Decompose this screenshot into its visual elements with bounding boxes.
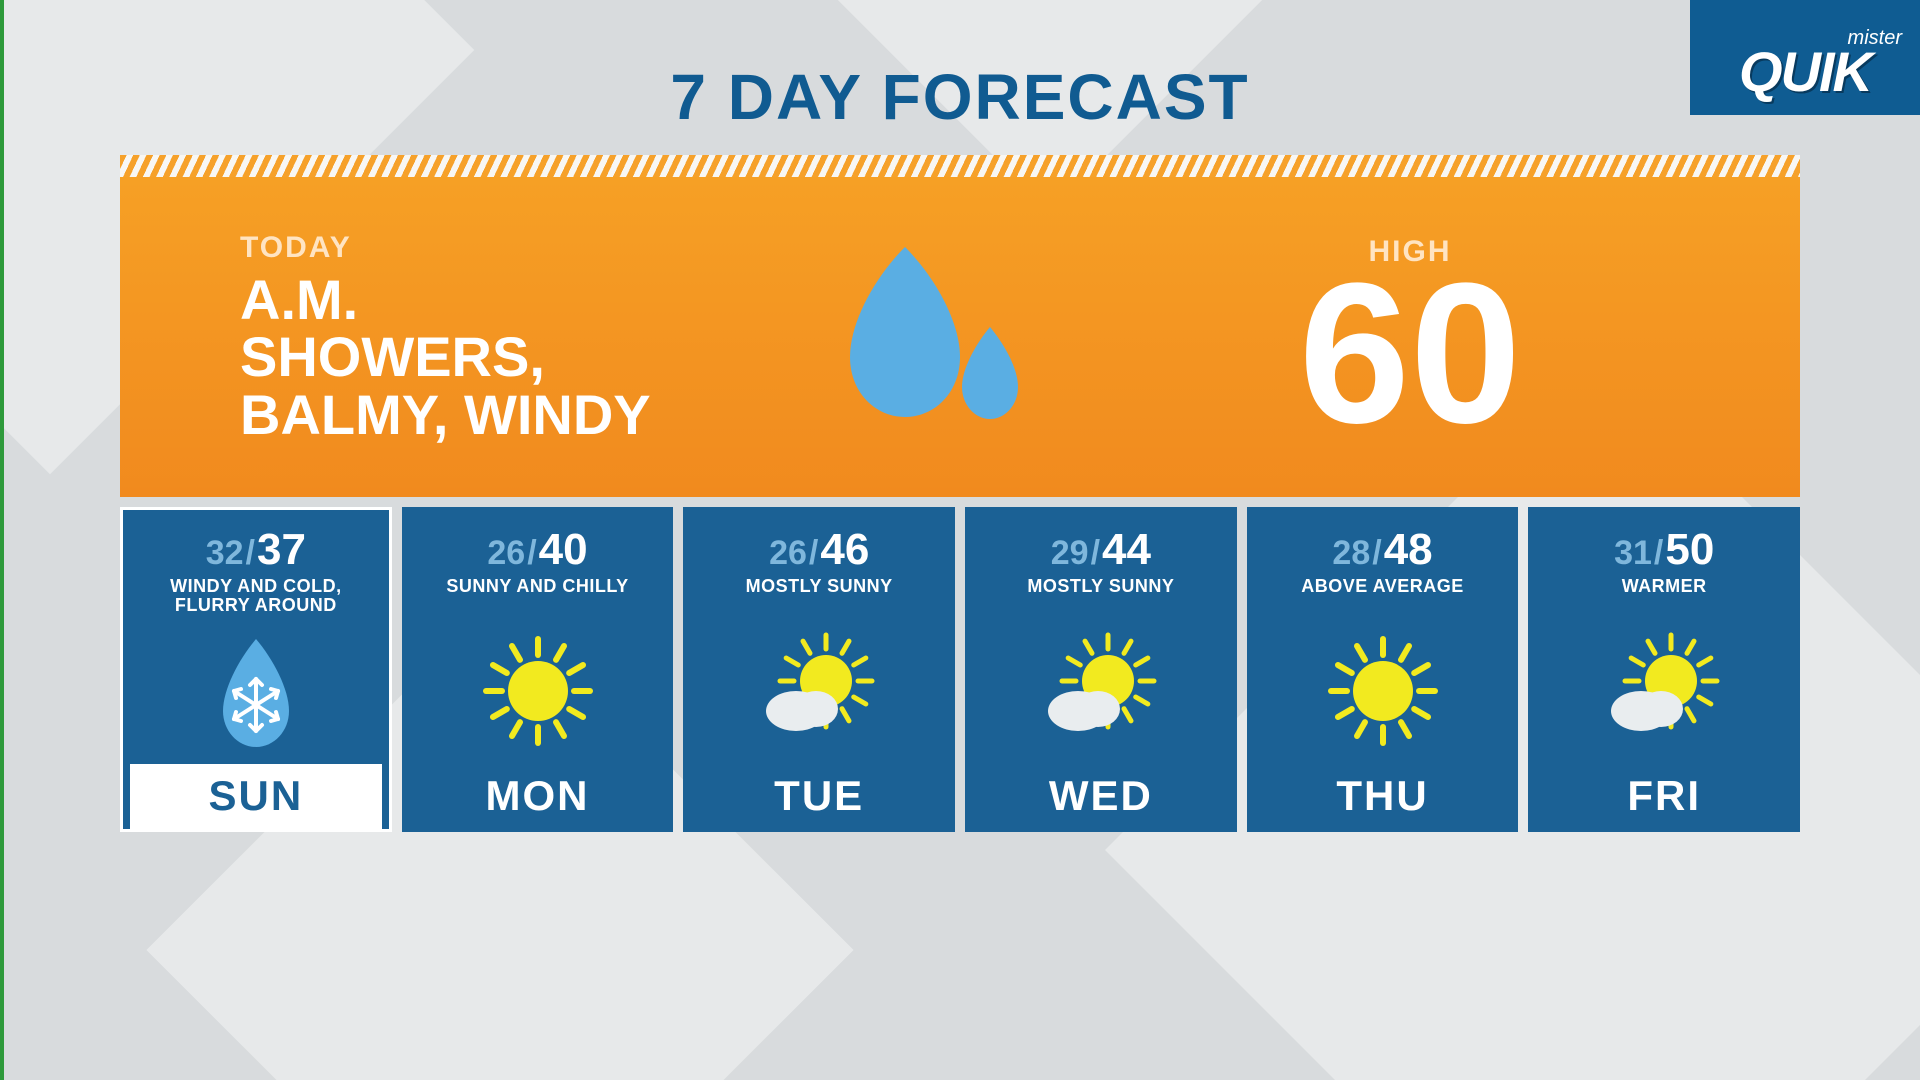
- day-condition: WARMER: [1622, 577, 1707, 617]
- rain-icon: [800, 227, 1060, 447]
- day-condition: MOSTLY SUNNY: [746, 577, 893, 617]
- weather-icon: [1323, 617, 1443, 764]
- day-condition: MOSTLY SUNNY: [1027, 577, 1174, 617]
- day-temps: 28/48: [1332, 525, 1432, 575]
- page-title: 7 DAY FORECAST: [0, 60, 1920, 134]
- week-row: 32/37 WINDY AND COLD, FLURRY AROUND SUN …: [120, 507, 1800, 832]
- day-card-fri: 31/50 WARMER FRI: [1528, 507, 1800, 832]
- day-condition: WINDY AND COLD, FLURRY AROUND: [130, 577, 382, 617]
- low-temp: 31: [1614, 534, 1652, 573]
- today-banner: TODAY A.M. SHOWERS, BALMY, WINDY HIGH 60: [120, 177, 1800, 497]
- left-edge-accent: [0, 0, 4, 1080]
- day-name: SUN: [130, 764, 382, 832]
- weather-icon: [1036, 617, 1166, 764]
- day-temps: 26/46: [769, 525, 869, 575]
- low-temp: 32: [206, 534, 244, 573]
- day-name: THU: [1257, 764, 1509, 832]
- high-temp: 48: [1384, 525, 1433, 575]
- weather-icon: [478, 617, 598, 764]
- day-temps: 29/44: [1051, 525, 1151, 575]
- high-temp: 50: [1665, 525, 1714, 575]
- day-card-wed: 29/44 MOSTLY SUNNY WED: [965, 507, 1237, 832]
- high-temp: 40: [539, 525, 588, 575]
- day-name: FRI: [1538, 764, 1790, 832]
- today-high-block: HIGH 60: [1060, 235, 1760, 439]
- day-card-sun: 32/37 WINDY AND COLD, FLURRY AROUND SUN: [120, 507, 392, 832]
- day-temps: 31/50: [1614, 525, 1714, 575]
- today-text-block: TODAY A.M. SHOWERS, BALMY, WINDY: [240, 231, 800, 442]
- forecast-panel: TODAY A.M. SHOWERS, BALMY, WINDY HIGH 60…: [120, 155, 1800, 832]
- day-name: MON: [412, 764, 664, 832]
- high-temp: 44: [1102, 525, 1151, 575]
- weather-icon: [1599, 617, 1729, 764]
- high-temp: 46: [820, 525, 869, 575]
- today-high-temp: 60: [1299, 269, 1521, 439]
- low-temp: 26: [769, 534, 807, 573]
- day-temps: 26/40: [487, 525, 587, 575]
- day-card-thu: 28/48 ABOVE AVERAGE THU: [1247, 507, 1519, 832]
- day-condition: ABOVE AVERAGE: [1301, 577, 1464, 617]
- day-condition: SUNNY AND CHILLY: [446, 577, 628, 617]
- high-temp: 37: [257, 525, 306, 575]
- today-label: TODAY: [240, 231, 800, 265]
- day-card-mon: 26/40 SUNNY AND CHILLY MON: [402, 507, 674, 832]
- forecast-stage: mister QUIK 7 DAY FORECAST TODAY A.M. SH…: [0, 0, 1920, 1080]
- day-name: TUE: [693, 764, 945, 832]
- today-description: A.M. SHOWERS, BALMY, WINDY: [240, 271, 800, 442]
- hatch-divider: [120, 155, 1800, 177]
- day-card-tue: 26/46 MOSTLY SUNNY TUE: [683, 507, 955, 832]
- weather-icon: [201, 617, 311, 764]
- day-name: WED: [975, 764, 1227, 832]
- low-temp: 26: [487, 534, 525, 573]
- low-temp: 29: [1051, 534, 1089, 573]
- day-temps: 32/37: [206, 525, 306, 575]
- weather-icon: [754, 617, 884, 764]
- low-temp: 28: [1332, 534, 1370, 573]
